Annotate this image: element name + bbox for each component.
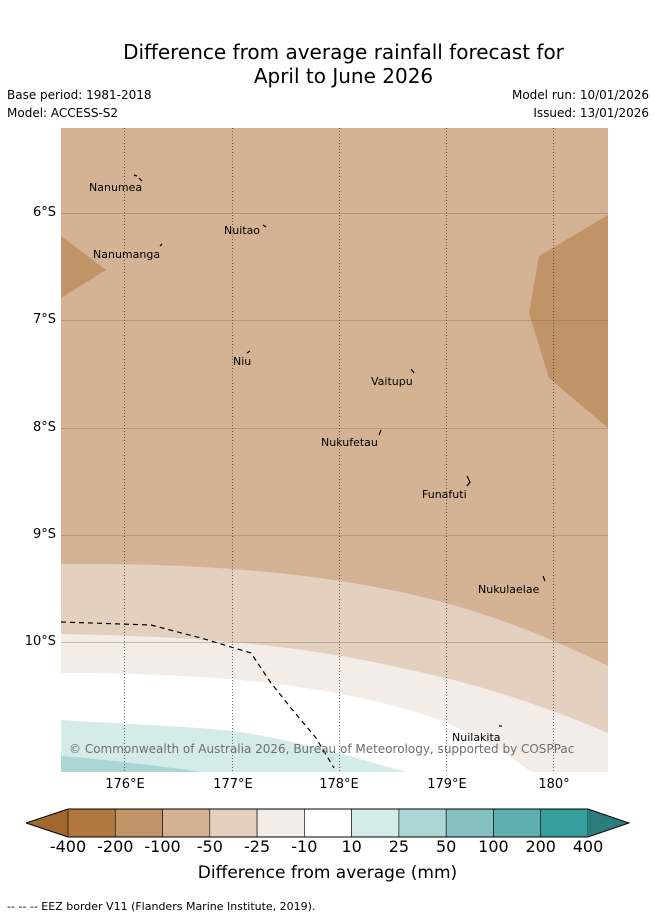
colorbar-cell — [304, 808, 352, 838]
colorbar-cell — [162, 808, 211, 838]
issued-date: Issued: 13/01/2026 — [533, 106, 649, 120]
colorbar-cell — [351, 808, 400, 838]
colorbar-cell — [398, 808, 447, 838]
rainfall-map: © Commonwealth of Australia 2026, Bureau… — [61, 128, 608, 772]
colorbar-tick-label: -50 — [196, 837, 223, 856]
lat-label-8s: 8°S — [32, 420, 56, 435]
colorbar-tick-label: 25 — [388, 837, 410, 856]
colorbar-extend-low — [26, 809, 68, 837]
lon-label-180: 180° — [538, 777, 570, 792]
lon-label-178e: 178°E — [319, 777, 359, 792]
colorbar-tick-label: 10 — [341, 837, 362, 856]
lon-label-176e: 176°E — [105, 777, 145, 792]
colorbar — [26, 808, 630, 838]
title-line-1: Difference from average rainfall forecas… — [123, 40, 564, 64]
colorbar-extend-high — [588, 809, 629, 837]
colorbar-cells — [26, 808, 629, 838]
model-run: Model run: 10/01/2026 — [511, 88, 649, 102]
colorbar-cell — [209, 808, 258, 838]
colorbar-cell — [67, 808, 116, 838]
island-niu: Niu — [233, 355, 252, 368]
lat-label-6s: 6°S — [32, 205, 56, 220]
colorbar-outline — [26, 808, 630, 838]
longitude-gridlines — [124, 128, 554, 772]
island-nukulaelae: Nukulaelae — [478, 583, 540, 596]
colorbar-label: Difference from average (mm) — [197, 863, 458, 883]
island-outlines — [133, 174, 546, 727]
map-canvas: © Commonwealth of Australia 2026, Bureau… — [61, 128, 608, 772]
colorbar-cell — [445, 808, 494, 838]
map-title: Difference from average rainfall forecas… — [0, 40, 655, 88]
eez-border-line — [61, 621, 335, 769]
colorbar-cell — [114, 808, 163, 838]
lat-label-10s: 10°S — [24, 634, 56, 649]
colorbar-tick-label: -400 — [49, 837, 87, 856]
island-nanumanga: Nanumanga — [93, 248, 161, 261]
colorbar-tick-label: -10 — [291, 837, 318, 856]
model-name: Model: ACCESS-S2 — [7, 106, 119, 120]
island-nanumea: Nanumea — [89, 181, 143, 194]
colorbar-cell — [493, 808, 542, 838]
base-period: Base period: 1981-2018 — [7, 88, 152, 102]
island-vaitupu: Vaitupu — [371, 375, 413, 388]
colorbar-tick-label: 100 — [478, 837, 509, 856]
latitude-gridlines — [61, 213, 608, 643]
colorbar-cell — [256, 808, 305, 838]
drier-patch-west — [61, 236, 106, 298]
island-funafuti: Funafuti — [422, 488, 467, 501]
lat-label-9s: 9°S — [32, 527, 56, 542]
lon-label-177e: 177°E — [213, 777, 253, 792]
island-nuitao: Nuitao — [224, 224, 261, 237]
title-line-2: April to June 2026 — [253, 64, 434, 88]
colorbar-tick-label: -200 — [97, 837, 134, 856]
band-plus-10 — [61, 720, 406, 772]
colorbar-tick-label: 200 — [525, 837, 556, 856]
drier-patch-east — [529, 215, 608, 428]
copyright-text: © Commonwealth of Australia 2026, Bureau… — [69, 742, 574, 756]
island-nuilakita: Nuilakita — [452, 731, 501, 744]
colorbar-tick-label: 400 — [572, 837, 604, 856]
colorbar-tick-label: 50 — [435, 837, 457, 856]
band-plus-25 — [61, 756, 201, 772]
island-nukufetau: Nukufetau — [321, 436, 378, 449]
eez-footnote: -- -- -- EEZ border V11 (Flanders Marine… — [7, 900, 316, 913]
lat-label-7s: 7°S — [32, 312, 56, 327]
colorbar-cell — [540, 808, 589, 838]
colorbar-tick-label: -25 — [244, 837, 271, 856]
lon-label-179e: 179°E — [427, 777, 467, 792]
colorbar-tick-label: -100 — [144, 837, 181, 856]
